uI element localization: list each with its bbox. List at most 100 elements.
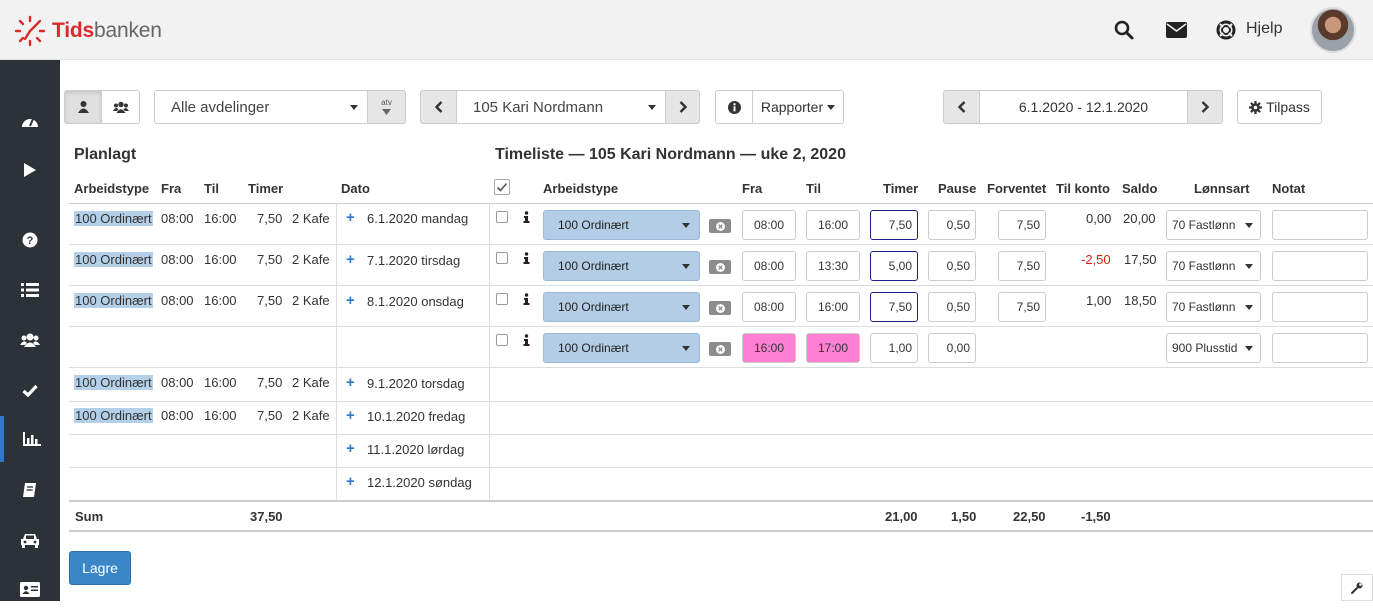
select-all-checkbox[interactable] [494,179,510,195]
sidebar-item-play[interactable] [0,147,60,193]
clear-button[interactable] [709,301,731,315]
worktype-select[interactable]: 100 Ordinært [543,292,700,322]
clear-button[interactable] [709,219,731,233]
help-link[interactable]: Hjelp [1246,20,1283,37]
add-entry-plus-icon[interactable]: + [346,374,355,391]
clear-button[interactable] [709,260,731,274]
employee-select[interactable]: 105 Kari Nordmann [456,90,666,124]
row-checkbox[interactable] [496,293,508,305]
from-time-input[interactable]: 08:00 [742,210,796,240]
wage-type-select[interactable]: 70 Fastlønn [1166,210,1261,240]
book-icon [23,483,36,497]
row-checkbox[interactable] [496,334,508,346]
planned-row-5-from: 08:00 [161,408,194,423]
date-range-display[interactable]: 6.1.2020 - 12.1.2020 [979,90,1188,124]
hours-input[interactable]: 1,00 [870,333,918,363]
from-time-input[interactable]: 16:00 [742,333,796,363]
settings-wrench-button[interactable] [1341,574,1373,601]
note-input[interactable] [1272,333,1368,363]
chevron-down-icon [682,346,690,351]
sidebar-item-id-card[interactable] [0,566,60,612]
hours-input[interactable]: 7,50 [870,292,918,322]
app-logo[interactable]: Tidsbanken [14,15,162,47]
help-lifebuoy-icon[interactable] [1216,20,1236,43]
planned-header-to: Til [204,181,219,196]
next-week-button[interactable] [1187,90,1223,124]
planned-row-1-hours: 7,50 [257,211,283,226]
dashboard-icon [22,118,38,127]
wage-type-select[interactable]: 70 Fastlønn [1166,251,1261,281]
worktype-select[interactable]: 100 Ordinært [543,210,700,240]
add-entry-plus-icon[interactable]: + [346,407,355,424]
wage-type-select[interactable]: 900 Plusstid [1166,333,1261,363]
info-icon[interactable] [521,334,532,346]
mail-icon[interactable] [1166,22,1187,41]
wage-type-value: 70 Fastlønn [1172,300,1236,314]
next-employee-button[interactable] [665,90,700,124]
pause-input[interactable]: 0,50 [928,210,976,240]
note-input[interactable] [1272,292,1368,322]
previous-week-button[interactable] [943,90,980,124]
sidebar-item-reports[interactable] [0,416,60,462]
sidebar-item-users[interactable] [0,317,60,363]
hours-input[interactable]: 5,00 [870,251,918,281]
customize-button[interactable]: Tilpass [1237,90,1322,124]
sidebar-item-dashboard[interactable] [0,98,60,144]
sidebar-item-book[interactable] [0,467,60,513]
expected-input[interactable]: 7,50 [998,292,1046,322]
employee-info-button[interactable] [715,90,753,124]
worktype-select[interactable]: 100 Ordinært [543,333,700,363]
planned-row-3-from: 08:00 [161,293,194,308]
sidebar-item-car[interactable] [0,517,60,563]
search-icon[interactable] [1114,20,1134,43]
worktype-select[interactable]: 100 Ordinært [543,251,700,281]
to-time-input[interactable]: 16:00 [806,210,860,240]
chevron-down-icon [682,223,690,228]
id-card-icon [20,581,40,597]
planned-row-4-from: 08:00 [161,375,194,390]
pause-input[interactable]: 0,50 [928,251,976,281]
info-icon[interactable] [521,252,532,264]
reports-dropdown[interactable]: Rapporter [752,90,844,124]
to-time-input[interactable]: 17:00 [806,333,860,363]
customize-label: Tilpass [1266,99,1310,115]
pause-input[interactable]: 0,00 [928,333,976,363]
info-icon[interactable] [521,211,532,223]
save-button[interactable]: Lagre [69,551,131,585]
wage-type-select[interactable]: 70 Fastlønn [1166,292,1261,322]
from-time-input[interactable]: 08:00 [742,292,796,322]
row-checkbox[interactable] [496,252,508,264]
single-person-view-button[interactable] [64,90,102,124]
add-entry-plus-icon[interactable]: + [346,209,355,226]
department-select[interactable]: Alle avdelinger [154,90,368,124]
note-input[interactable] [1272,210,1368,240]
expected-input[interactable]: 7,50 [998,210,1046,240]
from-time-input[interactable]: 08:00 [742,251,796,281]
atv-toggle-button[interactable]: atv [367,90,406,124]
info-icon[interactable] [521,293,532,305]
sidebar-item-list[interactable] [0,267,60,313]
add-entry-plus-icon[interactable]: + [346,292,355,309]
add-entry-plus-icon[interactable]: + [346,251,355,268]
chevron-down-icon [648,105,656,110]
note-input[interactable] [1272,251,1368,281]
sidebar-item-approve[interactable] [0,367,60,413]
to-time-input[interactable]: 13:30 [806,251,860,281]
planned-row-2-worktype: 100 Ordinært [74,252,153,267]
close-icon [715,344,725,354]
user-avatar[interactable] [1310,7,1356,53]
sidebar-item-help[interactable]: ? [0,217,60,263]
expected-input[interactable]: 7,50 [998,251,1046,281]
pause-input[interactable]: 0,50 [928,292,976,322]
group-view-button[interactable] [101,90,140,124]
close-icon [715,303,725,313]
row-checkbox[interactable] [496,211,508,223]
add-entry-plus-icon[interactable]: + [346,440,355,457]
clear-button[interactable] [709,342,731,356]
add-entry-plus-icon[interactable]: + [346,473,355,490]
hours-input[interactable]: 7,50 [870,210,918,240]
chevron-down-icon [1245,264,1253,269]
previous-employee-button[interactable] [420,90,457,124]
to-time-input[interactable]: 16:00 [806,292,860,322]
app-name: Tidsbanken [52,19,162,42]
